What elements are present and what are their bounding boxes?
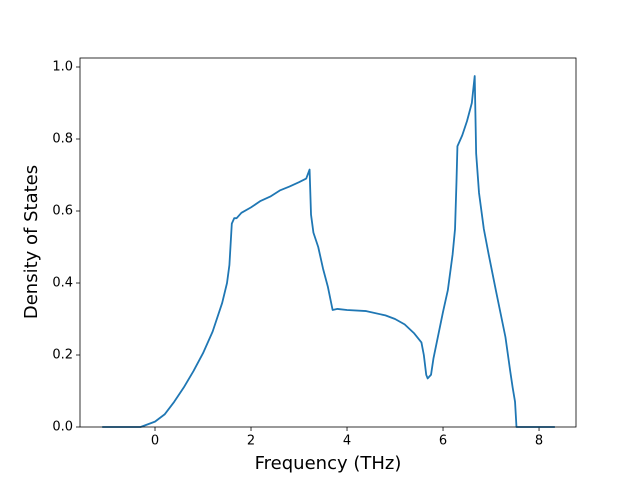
y-axis-label: Density of States [21,165,42,319]
y-tick-label: 0.6 [52,204,73,219]
y-tick-label: 0.0 [52,420,73,435]
plot-frame [79,57,577,428]
x-tick-label: 6 [439,434,447,449]
x-axis-label: Frequency (THz) [255,453,402,474]
y-tick-label: 0.4 [52,276,73,291]
y-tick-label: 0.2 [52,348,73,363]
x-tick-label: 0 [151,434,159,449]
x-tick-label: 8 [535,434,543,449]
y-tick-label: 1.0 [52,60,73,75]
x-tick-label: 4 [343,434,351,449]
x-tick-label: 2 [247,434,255,449]
y-tick-label: 0.8 [52,132,73,147]
data-line [102,75,555,428]
